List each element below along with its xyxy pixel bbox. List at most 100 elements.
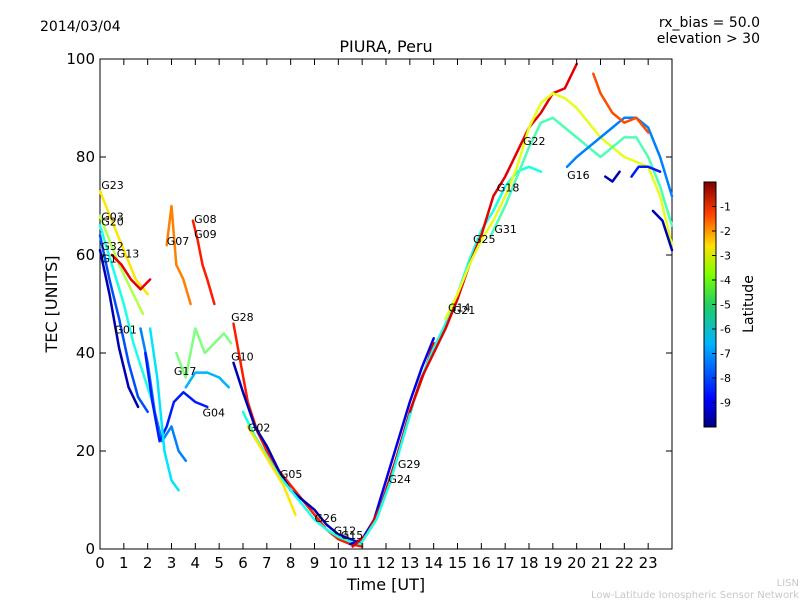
x-tick-label: 14	[424, 554, 443, 572]
satellite-label-g20: G20	[101, 216, 124, 229]
tec-trace-4	[98, 248, 140, 409]
colorbar-tick-label: -5	[720, 299, 731, 312]
satellite-label-g02: G02	[248, 421, 271, 434]
tec-trace-13	[232, 322, 364, 548]
satellite-label-g22: G22	[523, 135, 546, 148]
y-tick-label: 80	[76, 148, 95, 166]
colorbar-tick-label: -8	[720, 372, 731, 385]
tec-trace-23	[565, 116, 674, 198]
satellite-label-g04: G04	[203, 407, 226, 420]
tec-trace-12	[184, 371, 230, 389]
y-tick-label: 40	[76, 344, 95, 362]
x-tick-label: 16	[472, 554, 491, 572]
tec-trace-0	[98, 190, 149, 296]
colorbar-label: Latitude	[741, 275, 757, 333]
tec-trace-3	[98, 234, 149, 414]
tec-trace-7	[191, 219, 216, 306]
tec-trace-20	[408, 62, 578, 414]
x-tick-label: 4	[191, 554, 201, 572]
tec-trace-6	[165, 204, 192, 306]
data-layer	[98, 62, 674, 548]
x-tick-label: 20	[567, 554, 586, 572]
satellite-label-g18: G18	[497, 181, 520, 194]
satellite-label-g15: G15	[341, 529, 364, 542]
x-tick-label: 11	[353, 554, 372, 572]
colorbar-tick-label: -2	[720, 225, 731, 238]
x-tick-label: 13	[400, 554, 419, 572]
tec-trace-24	[592, 72, 650, 134]
footer-lisn: LISN	[777, 578, 799, 589]
satellite-label-g10: G10	[231, 350, 254, 363]
y-axis-label: TEC [UNITS]	[42, 256, 61, 354]
satellite-label-g12: G12	[334, 524, 357, 537]
x-axis: 0 1 2 3 4 5 6 7 8 9 10 11 12 13 14 15 16 17 18 19 20 21 22 23	[95, 59, 658, 572]
satellite-label-g05: G05	[280, 468, 303, 481]
satellite-label-g14: G14	[448, 301, 471, 314]
tec-trace-14	[232, 361, 364, 546]
date-label: 2014/03/04	[40, 19, 121, 35]
x-tick-label: 23	[639, 554, 658, 572]
tec-trace-1	[98, 214, 145, 316]
x-tick-label: 10	[329, 554, 348, 572]
tec-trace-10	[148, 327, 180, 492]
colorbar-tick-label: -6	[720, 323, 731, 336]
tec-trace-22	[489, 116, 674, 237]
x-tick-label: 0	[95, 554, 105, 572]
tec-trace-25	[604, 170, 621, 183]
x-tick-label: 6	[238, 554, 248, 572]
bias-label: rx_bias = 50.0	[659, 15, 760, 31]
satellite-label-g01: G01	[114, 323, 137, 336]
footer-network: Low-Latitude Ionospheric Sensor Network	[591, 590, 799, 600]
x-tick-label: 17	[496, 554, 515, 572]
x-tick-label: 22	[615, 554, 634, 572]
satellite-label-g26: G26	[315, 512, 338, 525]
satellite-label-g29: G29	[398, 458, 421, 471]
x-tick-label: 1	[119, 554, 129, 572]
x-tick-label: 15	[448, 554, 467, 572]
x-tick-label: 3	[167, 554, 177, 572]
satellite-label-g25: G25	[473, 233, 496, 246]
satellite-label-g08: G08	[194, 213, 217, 226]
colorbar-tick-label: -7	[720, 348, 731, 361]
x-tick-label: 19	[543, 554, 562, 572]
tec-trace-11	[175, 327, 233, 379]
colorbar-tick-label: -9	[720, 397, 731, 410]
x-tick-label: 9	[310, 554, 320, 572]
satellite-label-g07: G07	[167, 235, 190, 248]
tec-trace-21	[444, 92, 674, 320]
plot-area	[99, 58, 673, 550]
colorbar-tick-label: -1	[720, 201, 731, 214]
x-tick-label: 2	[143, 554, 153, 572]
satellite-label-g24: G24	[388, 473, 411, 486]
satellite-label-g32: G32	[101, 240, 124, 253]
satellite-label-g21: G21	[453, 304, 476, 317]
x-tick-label: 7	[262, 554, 272, 572]
tec-trace-26	[630, 165, 662, 178]
elevation-label: elevation > 30	[657, 31, 760, 47]
satellite-label-g16: G16	[567, 169, 590, 182]
satellite-label-g31: G31	[494, 223, 517, 236]
x-tick-label: 18	[519, 554, 538, 572]
y-tick-label: 0	[85, 540, 95, 558]
y-tick-label: 20	[76, 442, 95, 460]
y-tick-label: 100	[66, 50, 95, 68]
tec-trace-27	[651, 209, 674, 252]
tec-trace-5	[110, 253, 152, 291]
colorbar-ticks: -1 -2 -3 -4 -5 -6 -7 -8 -9	[712, 201, 731, 410]
y-axis: 0 20 40 60 80 100	[66, 50, 672, 558]
satellite-label-g23: G23	[101, 179, 124, 192]
satellite-label-g17: G17	[174, 365, 197, 378]
tec-trace-16	[246, 425, 297, 516]
x-axis-label: Time [UT]	[346, 575, 425, 594]
satellite-label-g03: G03	[101, 211, 124, 224]
chart-title: PIURA, Peru	[339, 37, 432, 56]
tec-trace-9	[144, 351, 209, 443]
colorbar-tick-label: -4	[720, 274, 731, 287]
x-tick-label: 8	[286, 554, 296, 572]
satellite-label-g28: G28	[231, 311, 254, 324]
y-tick-label: 60	[76, 246, 95, 264]
tec-trace-2	[98, 224, 154, 404]
colorbar-tick-label: -3	[720, 250, 731, 263]
